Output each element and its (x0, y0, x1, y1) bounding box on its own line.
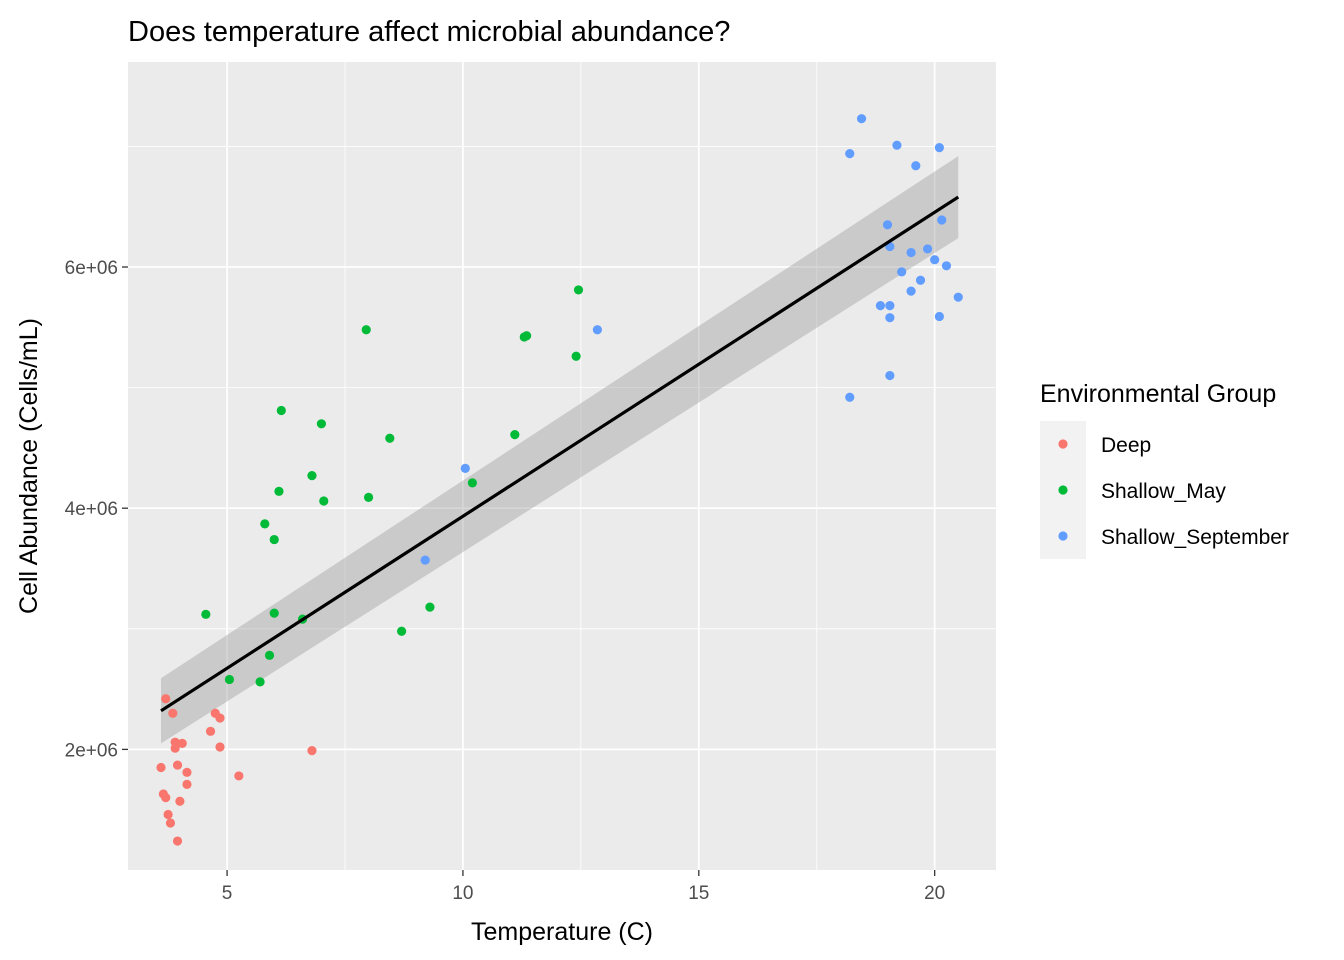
data-point (361, 325, 371, 335)
x-tick-label: 15 (688, 883, 709, 904)
x-axis: 5 10 15 20 (222, 870, 945, 904)
legend-marker (1058, 485, 1068, 495)
trend-line (160, 195, 960, 713)
y-tick-label: 2e+06 (65, 740, 118, 761)
data-point (571, 351, 581, 361)
data-point (397, 626, 407, 636)
x-axis-title: Temperature (C) (471, 918, 653, 946)
data-point (460, 463, 470, 474)
y-tick-label: 6e+06 (65, 258, 118, 279)
data-point (307, 746, 317, 756)
minor-grid (128, 62, 996, 870)
data-point (934, 143, 944, 153)
data-point (856, 114, 867, 124)
data-point (172, 836, 183, 846)
data-point (276, 405, 286, 416)
y-tick-label: 4e+06 (65, 499, 118, 520)
data-point (264, 650, 275, 660)
data-point (163, 809, 173, 820)
data-points (156, 114, 963, 846)
data-point (260, 519, 270, 529)
x-tick-label: 20 (924, 883, 945, 904)
data-point (269, 608, 279, 618)
data-point (930, 255, 940, 265)
data-point (934, 311, 944, 322)
data-point (875, 301, 886, 311)
data-point (182, 767, 192, 777)
data-point (307, 471, 317, 481)
data-point (168, 708, 178, 718)
data-point (906, 247, 916, 258)
data-point (941, 261, 952, 271)
y-axis: 2e+06 4e+06 6e+06 (65, 258, 128, 761)
legend-marker (1058, 531, 1068, 541)
data-point (316, 419, 327, 429)
major-grid (128, 62, 996, 870)
data-point (906, 286, 916, 296)
confidence-band (161, 156, 959, 744)
data-point (882, 220, 893, 230)
data-point (425, 602, 435, 612)
data-point (845, 149, 855, 159)
legend-title: Environmental Group (1040, 380, 1276, 408)
data-point (165, 818, 176, 828)
data-point (170, 743, 180, 753)
data-point (161, 694, 171, 704)
data-point (269, 534, 279, 545)
data-point (845, 392, 855, 402)
data-point (215, 742, 225, 752)
data-point (224, 674, 235, 685)
y-axis-title: Cell Abundance (Cells/mL) (15, 318, 43, 614)
data-point (363, 492, 374, 502)
data-point (161, 793, 171, 803)
data-point (911, 161, 921, 171)
data-point (205, 726, 216, 736)
data-point (467, 478, 477, 488)
data-point (522, 331, 532, 341)
legend-label: Shallow_September (1101, 526, 1289, 549)
data-point (897, 267, 907, 277)
data-point (892, 140, 902, 150)
data-point (922, 244, 933, 254)
data-point (182, 779, 192, 789)
x-tick-label: 10 (452, 883, 473, 904)
data-point (172, 760, 183, 770)
x-tick-label: 5 (222, 883, 233, 904)
data-point (177, 738, 187, 748)
data-point (385, 433, 395, 443)
legend-marker (1058, 439, 1068, 449)
data-point (319, 496, 329, 506)
plot-panel (128, 62, 996, 870)
data-point (592, 325, 602, 335)
data-point (885, 301, 895, 311)
legend: Environmental Group Deep Shallow_May Shall… (1040, 380, 1289, 559)
data-point (937, 215, 947, 225)
legend-label: Shallow_May (1101, 480, 1226, 503)
data-point (915, 275, 926, 285)
data-point (255, 677, 265, 687)
data-point (420, 555, 430, 565)
data-point (201, 609, 211, 619)
confidence-band-area (161, 156, 959, 744)
data-point (953, 292, 963, 302)
data-point (885, 370, 895, 381)
legend-label: Deep (1101, 434, 1151, 457)
data-point (885, 313, 895, 323)
data-point (156, 762, 166, 773)
data-point (215, 713, 225, 723)
data-point (274, 486, 284, 496)
data-point (573, 285, 584, 295)
data-point (510, 430, 520, 440)
regression-line (160, 195, 960, 713)
data-point (234, 771, 244, 781)
chart-title: Does temperature affect microbial abunda… (128, 16, 730, 48)
data-point (175, 796, 185, 806)
